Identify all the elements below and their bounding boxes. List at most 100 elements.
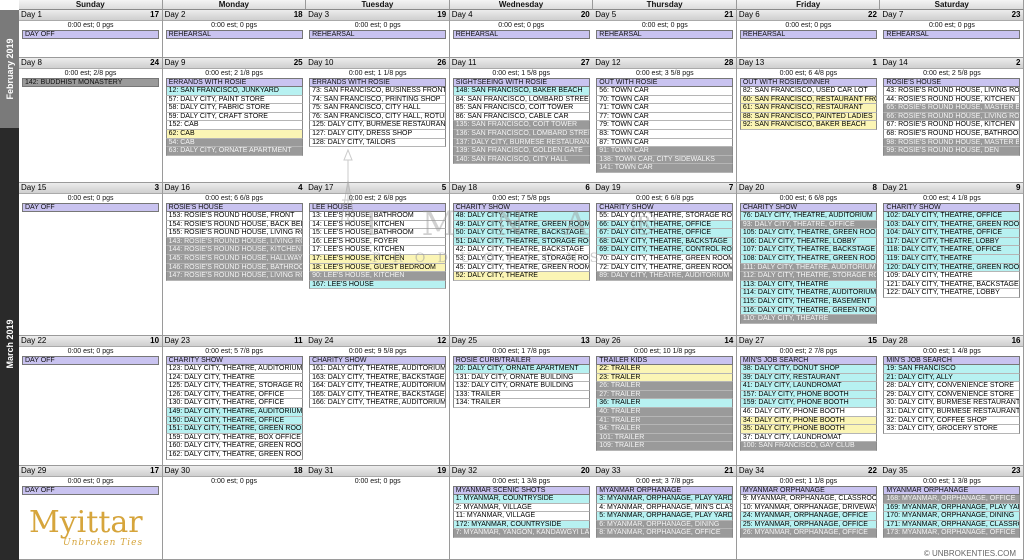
- scene-strip[interactable]: 5: MYANMAR, ORPHANAGE, PLAY YARD: [596, 512, 734, 521]
- scene-strip[interactable]: 3: MYANMAR, ORPHANAGE, PLAY YARD: [596, 495, 734, 504]
- block-title[interactable]: REHEARSAL: [739, 30, 877, 39]
- scene-strip[interactable]: 39: DALY CITY, RESTAURANT: [739, 373, 877, 383]
- schedule-block[interactable]: CHARITY SHOW 123: DALY CITY, THEATRE, AUD…: [165, 356, 303, 460]
- schedule-block[interactable]: OUT WITH ROSIE 56: TOWN CAR 70: TOWN CAR 71…: [596, 78, 734, 173]
- block-title[interactable]: LEE HOUSE: [309, 203, 447, 212]
- schedule-block[interactable]: MIN'S JOB SEARCH 19: SAN FRANCISCO 21: DAL…: [883, 356, 1021, 434]
- schedule-block[interactable]: ERRANDS WITH ROSIE 73: SAN FRANCISCO, BUS…: [309, 78, 447, 148]
- schedule-block[interactable]: MYANMAR ORPHANAGE 168: MYANMAR, ORPHANAGE…: [883, 486, 1021, 538]
- block-title[interactable]: 142: BUDDHIST MONASTERY: [22, 78, 160, 87]
- scene-strip[interactable]: 89: DALY CITY, THEATRE, AUDITORIUM: [596, 272, 734, 281]
- schedule-block[interactable]: DAY OFF: [22, 30, 160, 39]
- scene-strip[interactable]: 123: DALY CITY, THEATRE, AUDITORIUM: [165, 365, 303, 374]
- scene-strip[interactable]: 141: TOWN CAR: [596, 164, 734, 173]
- scene-strip[interactable]: 173: MYANMAR, ORPHANAGE, OFFICE: [883, 529, 1021, 538]
- scene-strip[interactable]: 146: ROSIE'S ROUND HOUSE, BATHROOM: [165, 263, 303, 273]
- scene-strip[interactable]: 159: DALY CITY, PHONE BOOTH: [739, 399, 877, 408]
- day-cell[interactable]: Day 17 5 0:00 est; 2 6/8 pgs LEE HOUSE 13: L…: [306, 183, 451, 336]
- scene-strip[interactable]: 147: ROSIE'S ROUND HOUSE, LIVING ROOM: [165, 272, 303, 281]
- scene-strip[interactable]: 136: SAN FRANCISCO, LOMBARD STREET: [452, 129, 590, 139]
- block-title[interactable]: REHEARSAL: [596, 30, 734, 39]
- day-cell[interactable]: Day 13 1 0:00 est; 6 4/8 pgs OUT WITH ROSIE…: [736, 58, 881, 183]
- scene-strip[interactable]: 94: TRAILER: [596, 425, 734, 434]
- day-cell[interactable]: Day 2 18 0:00 est; 0 pgs REHEARSAL: [162, 10, 307, 58]
- scene-strip[interactable]: 162: DALY CITY, THEATRE, GREEN ROOM: [165, 450, 303, 460]
- schedule-block[interactable]: DAY OFF: [22, 486, 160, 495]
- scene-strip[interactable]: 110: DALY CITY, THEATRE: [739, 315, 877, 324]
- scene-strip[interactable]: 113: DALY CITY, THEATRE: [739, 280, 877, 290]
- scene-strip[interactable]: 62: CAB: [165, 129, 303, 139]
- scene-strip[interactable]: 13: LEE'S HOUSE, BATHROOM: [309, 212, 447, 221]
- schedule-block[interactable]: MYANMAR ORPHANAGE 3: MYANMAR, ORPHANAGE, …: [596, 486, 734, 538]
- block-title[interactable]: SIGHTSEEING WITH ROSIE: [452, 78, 590, 87]
- block-title[interactable]: DAY OFF: [22, 30, 160, 39]
- scene-strip[interactable]: 109: TRAILER: [596, 442, 734, 451]
- scene-strip[interactable]: 150: DALY CITY, THEATRE, OFFICE: [165, 416, 303, 426]
- scene-strip[interactable]: 53: DALY CITY, THEATRE, STORAGE ROOM: [452, 254, 590, 264]
- block-title[interactable]: ROSIE'S HOUSE: [165, 203, 303, 212]
- scene-strip[interactable]: 114: DALY CITY, THEATRE, AUDITORIUM: [739, 289, 877, 298]
- scene-strip[interactable]: 70: TOWN CAR: [596, 95, 734, 105]
- scene-strip[interactable]: 145: ROSIE'S ROUND HOUSE, HALLWAY: [165, 254, 303, 264]
- scene-strip[interactable]: 32: DALY CITY, COFFEE SHOP: [883, 416, 1021, 426]
- schedule-block[interactable]: REHEARSAL: [596, 30, 734, 39]
- scene-strip[interactable]: 42: DALY CITY, THEATRE, BACKSTAGE: [452, 246, 590, 255]
- scene-strip[interactable]: 116: DALY CITY, THEATRE, GREEN ROOM: [739, 306, 877, 316]
- scene-strip[interactable]: 88: SAN FRANCISCO, PAINTED LADIES: [739, 112, 877, 122]
- schedule-block[interactable]: REHEARSAL: [165, 30, 303, 39]
- scene-strip[interactable]: 15: LEE'S HOUSE, BATHROOM: [309, 229, 447, 238]
- block-title[interactable]: OUT WITH ROSIE/DINNER: [739, 78, 877, 87]
- scene-strip[interactable]: 35: DALY CITY, PHONE BOOTH: [739, 425, 877, 434]
- scene-strip[interactable]: 93: DALY CITY, THEATRE, OFFICE: [739, 220, 877, 230]
- scene-strip[interactable]: 165: DALY CITY, THEATRE, BACKSTAGE: [309, 390, 447, 400]
- scene-strip[interactable]: 74: SAN FRANCISCO, PRINTING SHOP: [309, 95, 447, 105]
- scene-strip[interactable]: 65: ROSIE'S ROUND HOUSE, MASTER BED: [883, 104, 1021, 113]
- schedule-block[interactable]: ERRANDS WITH ROSIE 12: SAN FRANCISCO, JUN…: [165, 78, 303, 156]
- day-cell[interactable]: Day 15 3 0:00 est; 0 pgs DAY OFF: [19, 183, 164, 336]
- scene-strip[interactable]: 76: SAN FRANCISCO, CITY HALL, ROTUNDA: [309, 112, 447, 122]
- scene-strip[interactable]: 103: DALY CITY, THEATRE, GREEN ROOM: [883, 220, 1021, 230]
- scene-strip[interactable]: 14: LEE'S HOUSE, KITCHEN: [309, 220, 447, 230]
- day-cell[interactable]: Day 1 17 0:00 est; 0 pgs DAY OFF: [19, 10, 164, 58]
- scene-strip[interactable]: 91: TOWN CAR: [596, 147, 734, 156]
- scene-strip[interactable]: 137: DALY CITY, BURMESE RESTAURANT: [452, 138, 590, 148]
- scene-strip[interactable]: 70: DALY CITY, THEATRE, GREEN ROOM: [596, 254, 734, 264]
- scene-strip[interactable]: 122: DALY CITY, THEATRE, LOBBY: [883, 289, 1021, 298]
- scene-strip[interactable]: 106: DALY CITY, THEATRE, LOBBY: [739, 237, 877, 247]
- scene-strip[interactable]: 139: SAN FRANCISCO, GOLDEN GATE: [452, 147, 590, 156]
- scene-strip[interactable]: 18: LEE'S HOUSE, GUEST BEDROOM: [309, 263, 447, 273]
- scene-strip[interactable]: 25: MYANMAR, ORPHANAGE, OFFICE: [739, 520, 877, 530]
- scene-strip[interactable]: 66: DALY CITY, THEATRE, OFFICE: [596, 220, 734, 230]
- block-title[interactable]: DAY OFF: [22, 486, 160, 495]
- scene-strip[interactable]: 125: DALY CITY, THEATRE, STORAGE ROOM: [165, 382, 303, 391]
- schedule-block[interactable]: MYANMAR SCENIC SHOTS 1: MYANMAR, COUNTRYS…: [452, 486, 590, 538]
- scene-strip[interactable]: 60: SAN FRANCISCO, RESTAURANT FRONT: [739, 95, 877, 105]
- schedule-block[interactable]: REHEARSAL: [883, 30, 1021, 39]
- block-title[interactable]: REHEARSAL: [452, 30, 590, 39]
- day-cell[interactable]: Day 12 28 0:00 est; 3 5/8 pgs OUT WITH ROSI…: [593, 58, 738, 183]
- day-cell[interactable]: Day 9 25 0:00 est; 2 1/8 pgs ERRANDS WITH R…: [162, 58, 307, 183]
- scene-strip[interactable]: 164: DALY CITY, THEATRE, AUDITORIUM: [309, 382, 447, 391]
- scene-strip[interactable]: 132: DALY CITY, ORNATE BUILDING: [452, 382, 590, 391]
- schedule-block[interactable]: DAY OFF: [22, 203, 160, 212]
- schedule-block[interactable]: ROSIE CURB/TRAILER 20: DALY CITY, ORNATE …: [452, 356, 590, 408]
- scene-strip[interactable]: 92: SAN FRANCISCO, BAKER BEACH: [739, 121, 877, 130]
- schedule-block[interactable]: ROSIE'S HOUSE 153: ROSIE'S ROUND HOUSE, F…: [165, 203, 303, 281]
- scene-strip[interactable]: 125: DALY CITY, BURMESE RESTAURANT: [309, 121, 447, 130]
- day-cell[interactable]: Day 11 27 0:00 est; 1 5/8 pgs SIGHTSEEING W…: [449, 58, 594, 183]
- scene-strip[interactable]: 10: MYANMAR, ORPHANAGE, DRIVEWAY: [739, 503, 877, 513]
- scene-strip[interactable]: 121: DALY CITY, THEATRE, BACKSTAGE: [883, 280, 1021, 290]
- scene-strip[interactable]: 43: ROSIE'S ROUND HOUSE, LIVING ROOM: [883, 87, 1021, 96]
- scene-strip[interactable]: 56: TOWN CAR: [596, 87, 734, 96]
- scene-strip[interactable]: 131: DALY CITY, ORNATE BUILDING: [452, 373, 590, 383]
- day-cell[interactable]: Day 7 23 0:00 est; 0 pgs REHEARSAL: [880, 10, 1024, 58]
- scene-strip[interactable]: 170: MYANMAR, ORPHANAGE, DINING: [883, 512, 1021, 521]
- scene-strip[interactable]: 144: ROSIE'S ROUND HOUSE, KITCHEN: [165, 246, 303, 255]
- scene-strip[interactable]: 134: TRAILER: [452, 399, 590, 408]
- schedule-block[interactable]: CHARITY SHOW 102: DALY CITY, THEATRE, OFF…: [883, 203, 1021, 298]
- block-title[interactable]: ERRANDS WITH ROSIE: [165, 78, 303, 87]
- scene-strip[interactable]: 77: TOWN CAR: [596, 112, 734, 122]
- scene-strip[interactable]: 85: SAN FRANCISCO, COIT TOWER: [452, 104, 590, 113]
- day-cell[interactable]: Day 28 16 0:00 est; 1 4/8 pgs MIN'S JOB SEA…: [880, 336, 1024, 466]
- scene-strip[interactable]: 67: DALY CITY, THEATRE, OFFICE: [596, 229, 734, 238]
